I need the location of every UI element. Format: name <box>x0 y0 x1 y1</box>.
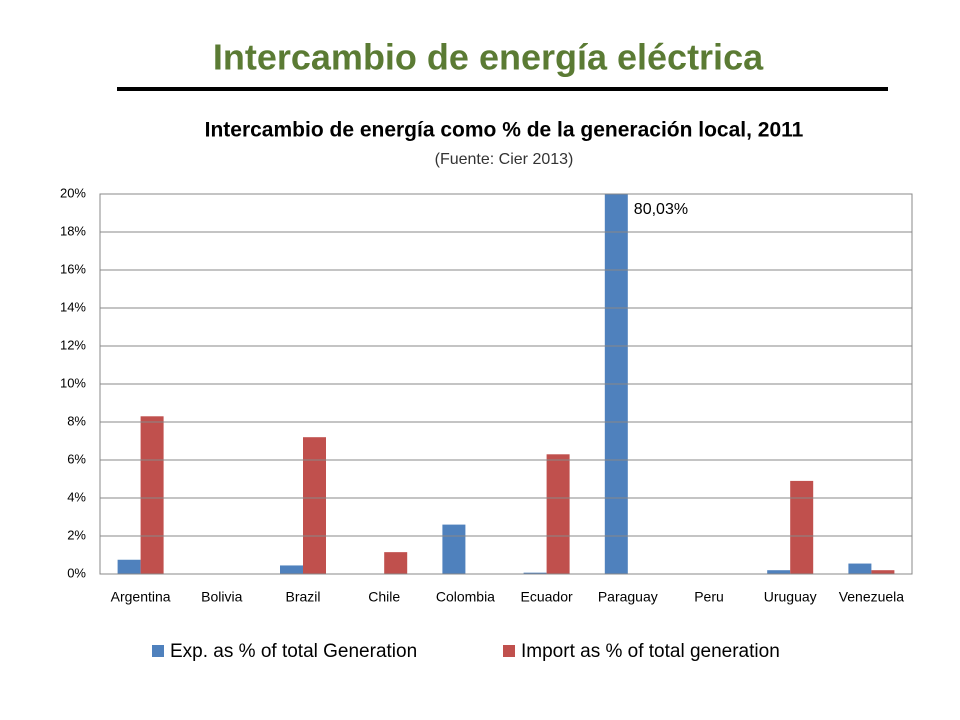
y-tick-label: 12% <box>60 337 86 352</box>
legend-swatch <box>152 645 164 657</box>
bar <box>871 570 895 574</box>
x-tick-label: Ecuador <box>521 589 573 605</box>
x-tick-label: Argentina <box>111 589 171 605</box>
y-tick-label: 16% <box>60 261 86 276</box>
legend-label: Import as % of total generation <box>521 641 780 662</box>
y-tick-label: 6% <box>67 451 86 466</box>
chart-title: Intercambio de energía como % de la gene… <box>205 119 804 142</box>
bar <box>848 563 872 574</box>
chart-subtitle: (Fuente: Cier 2013) <box>435 151 574 168</box>
bar <box>442 524 466 574</box>
bar <box>523 572 547 574</box>
bar <box>303 437 326 574</box>
bar <box>790 480 814 574</box>
bar <box>117 559 141 574</box>
legend-swatch <box>503 645 515 657</box>
legend-label: Exp. as % of total Generation <box>170 641 417 662</box>
y-tick-label: 0% <box>67 565 86 580</box>
bar <box>546 454 570 574</box>
x-tick-label: Venezuela <box>839 589 905 605</box>
x-tick-label: Chile <box>368 589 400 605</box>
x-tick-label: Bolivia <box>201 589 242 605</box>
y-tick-label: 10% <box>60 375 86 390</box>
bar <box>604 194 628 574</box>
bar <box>140 416 164 574</box>
bar <box>280 565 303 574</box>
y-tick-label: 20% <box>60 185 86 200</box>
x-tick-label: Brazil <box>285 589 320 605</box>
x-tick-label: Paraguay <box>598 589 658 605</box>
bar <box>384 552 408 574</box>
data-label: 80,03% <box>634 201 688 218</box>
x-tick-label: Peru <box>694 589 724 605</box>
bar <box>767 570 791 574</box>
x-tick-label: Uruguay <box>764 589 817 605</box>
y-tick-label: 4% <box>67 489 86 504</box>
plot-area <box>117 194 895 574</box>
y-tick-label: 14% <box>60 299 86 314</box>
y-tick-label: 8% <box>67 413 86 428</box>
y-tick-label: 2% <box>67 527 86 542</box>
y-tick-label: 18% <box>60 223 86 238</box>
x-tick-label: Colombia <box>436 589 495 605</box>
slide-title: Intercambio de energía eléctrica <box>213 37 764 78</box>
